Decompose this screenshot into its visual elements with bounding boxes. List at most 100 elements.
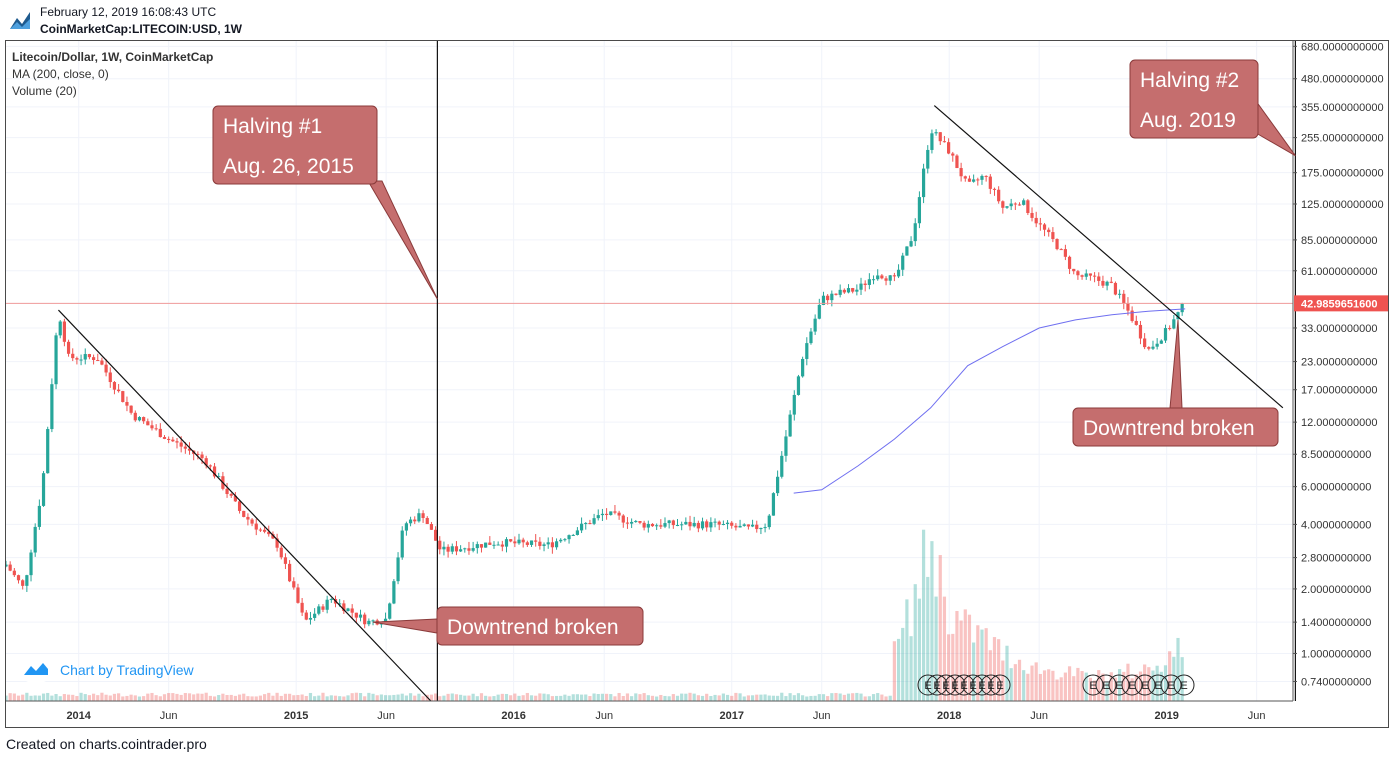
candle-body — [888, 275, 892, 281]
candle-body — [592, 518, 596, 524]
candle-body — [12, 570, 16, 576]
candle-body — [204, 458, 208, 466]
candle-body — [1038, 223, 1042, 225]
event-marker — [926, 674, 948, 696]
volume-bar — [592, 693, 596, 701]
volume-bar — [1030, 665, 1034, 701]
volume-bar — [538, 693, 542, 701]
candle-body — [425, 517, 429, 525]
volume-bar — [12, 693, 16, 701]
volume-bar — [1126, 663, 1130, 701]
event-marker-label: E — [969, 680, 976, 692]
volume-bar — [600, 693, 605, 701]
price-axis-label: 6.0000000000 — [1301, 482, 1371, 494]
volume-bar — [446, 693, 450, 701]
tradingview-badge[interactable]: Chart by TradingView — [20, 656, 194, 684]
volume-bar — [479, 693, 484, 701]
candle-body — [471, 548, 475, 551]
event-marker-label: E — [1102, 680, 1109, 692]
volume-bar — [1122, 671, 1126, 701]
callout-box — [212, 105, 378, 185]
event-marker-label: E — [942, 680, 949, 692]
candle-body — [1080, 275, 1084, 277]
volume-bar — [46, 692, 50, 701]
candle-body — [738, 525, 742, 528]
candle-body — [776, 476, 780, 494]
candle-body — [630, 521, 634, 524]
price-axis-label: 61.0000000000 — [1301, 266, 1377, 278]
candle-body — [338, 603, 342, 605]
candle-body — [175, 441, 179, 443]
candle-body — [313, 613, 317, 618]
candle-body — [104, 364, 108, 373]
candle-body — [1130, 310, 1134, 321]
volume-bar — [317, 695, 321, 701]
volume-bar — [363, 696, 367, 701]
volume-bar — [567, 695, 571, 701]
volume-bar — [1047, 669, 1051, 701]
candle-body — [25, 575, 29, 586]
volume-bar — [1067, 666, 1072, 701]
volume-bar — [454, 694, 459, 701]
time-axis-label: Jun — [160, 710, 178, 722]
candle-body — [767, 515, 771, 528]
candle-body — [997, 189, 1001, 202]
candle-body — [233, 495, 237, 502]
time-axis-label: Jun — [595, 710, 613, 722]
volume-bar — [1168, 651, 1172, 701]
volume-bar — [851, 693, 855, 701]
candle-body — [880, 275, 884, 279]
volume-bar — [613, 696, 617, 701]
candle-body — [158, 428, 162, 438]
volume-bar — [392, 694, 396, 701]
candle-body — [21, 580, 25, 586]
price-chart[interactable]: E E E E E E E E E E E E E E E E E680.0000000000480.00000… — [6, 41, 1389, 727]
volume-bar — [342, 696, 346, 701]
volume-bar — [742, 696, 746, 701]
volume-bar — [62, 694, 66, 701]
volume-bar — [279, 695, 283, 701]
candle-body — [947, 142, 951, 154]
candle-body — [475, 544, 479, 549]
volume-bar — [87, 695, 92, 701]
volume-bar — [212, 696, 217, 701]
candle-body — [162, 437, 167, 439]
candle-body — [271, 534, 275, 539]
candle-body — [725, 522, 730, 524]
candle-body — [867, 279, 871, 285]
candle-body — [1051, 232, 1055, 240]
volume-bar — [529, 695, 534, 701]
volume-bar — [650, 695, 655, 701]
volume-bar — [767, 695, 771, 701]
candle-body — [980, 175, 984, 180]
trendline — [57, 309, 432, 702]
volume-bar — [500, 693, 504, 701]
volume-bar — [1147, 667, 1151, 701]
volume-bar — [1092, 680, 1097, 701]
candle-body — [1055, 239, 1059, 250]
candle-body — [1134, 320, 1138, 325]
volume-bar — [187, 693, 192, 701]
volume-bar — [717, 695, 721, 701]
annotation-halving2: Halving #2 Aug. 2019 — [1129, 59, 1296, 157]
volume-bar — [1026, 673, 1030, 701]
callout-text: Halving #1 — [223, 115, 322, 138]
candle-body — [279, 547, 283, 558]
volume-bar — [1105, 682, 1109, 701]
candle-body — [988, 176, 992, 189]
callout-text: Downtrend broken — [447, 616, 619, 639]
volume-bar — [947, 634, 951, 701]
volume-bar — [154, 695, 158, 701]
candle-body — [876, 275, 880, 280]
volume-bar — [942, 596, 947, 701]
volume-bar — [546, 694, 550, 701]
candle-body — [646, 523, 650, 528]
volume-bar — [713, 694, 717, 701]
candle-body — [325, 599, 329, 610]
volume-bar — [475, 696, 479, 701]
callout-text: Aug. 26, 2015 — [223, 155, 354, 178]
candle-body — [484, 542, 488, 548]
volume-bar — [834, 692, 838, 701]
volume-bar — [709, 696, 713, 701]
candle-body — [571, 534, 575, 536]
